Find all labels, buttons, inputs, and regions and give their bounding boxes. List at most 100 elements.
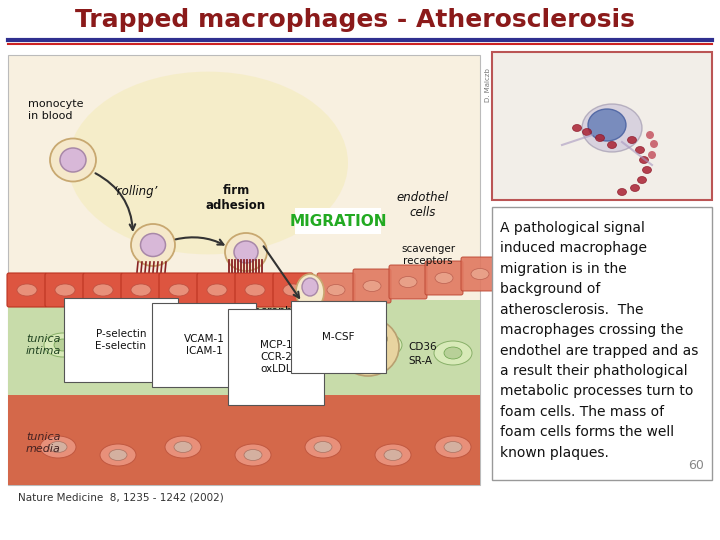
FancyBboxPatch shape [425,261,463,295]
FancyBboxPatch shape [45,273,85,307]
Ellipse shape [40,436,76,458]
Bar [492,207,712,480]
Ellipse shape [353,333,375,353]
Ellipse shape [639,157,649,164]
Circle shape [344,340,356,350]
Ellipse shape [399,276,417,287]
Ellipse shape [169,284,189,296]
Ellipse shape [471,268,489,280]
Text: SR-A: SR-A [408,356,432,366]
Text: P-selectin
E-selectin: P-selectin E-selectin [96,329,146,351]
Ellipse shape [294,347,312,359]
FancyBboxPatch shape [7,273,47,307]
Text: CD36: CD36 [408,342,436,352]
Circle shape [362,341,374,353]
Circle shape [354,343,366,354]
Ellipse shape [119,341,157,365]
Ellipse shape [140,233,166,256]
Ellipse shape [375,444,411,466]
Ellipse shape [165,436,201,458]
Ellipse shape [207,284,227,296]
FancyBboxPatch shape [389,265,427,299]
Ellipse shape [17,284,37,296]
Ellipse shape [174,442,192,453]
Text: known plaques.: known plaques. [500,446,609,460]
Ellipse shape [384,449,402,461]
Text: M-CSF: M-CSF [322,332,354,342]
Text: background of: background of [500,282,600,296]
Text: foam cells. The mass of: foam cells. The mass of [500,405,664,418]
Ellipse shape [572,125,582,132]
Ellipse shape [608,141,616,149]
Text: tunica
intima: tunica intima [26,334,61,356]
Text: macrophages crossing the: macrophages crossing the [500,323,683,337]
Bar [492,52,712,200]
FancyBboxPatch shape [273,273,313,307]
Ellipse shape [49,442,67,453]
FancyBboxPatch shape [83,273,123,307]
Text: a result their phathological: a result their phathological [500,364,688,378]
Text: monocyte
in blood: monocyte in blood [28,99,84,121]
Ellipse shape [60,148,86,172]
Ellipse shape [284,341,322,365]
Ellipse shape [444,347,462,359]
Text: metabolic processes turn to: metabolic processes turn to [500,384,693,399]
Text: 60: 60 [688,459,704,472]
Text: endothel are trapped and as: endothel are trapped and as [500,343,698,357]
Circle shape [356,332,367,342]
FancyBboxPatch shape [235,273,275,307]
FancyBboxPatch shape [121,273,161,307]
Ellipse shape [595,134,605,141]
Text: VCAM-1
ICAM-1: VCAM-1 ICAM-1 [184,334,225,356]
Text: MCP-1
CCR-2
oxLDL: MCP-1 CCR-2 oxLDL [260,340,292,374]
Text: atherosclerosis.  The: atherosclerosis. The [500,302,644,316]
Ellipse shape [93,284,113,296]
Ellipse shape [244,449,262,461]
Ellipse shape [234,241,258,263]
Ellipse shape [435,273,453,284]
Ellipse shape [50,138,96,181]
FancyBboxPatch shape [461,257,499,291]
Ellipse shape [199,333,237,357]
Ellipse shape [283,284,303,296]
Text: A pathological signal: A pathological signal [500,221,645,235]
Ellipse shape [55,284,75,296]
FancyBboxPatch shape [317,273,355,307]
Circle shape [648,151,656,159]
Ellipse shape [618,188,626,195]
Text: foam cells forms the well: foam cells forms the well [500,425,674,439]
Circle shape [377,334,387,345]
Ellipse shape [296,274,324,310]
Ellipse shape [68,72,348,254]
Text: migration is in the: migration is in the [500,262,626,276]
Ellipse shape [374,339,392,351]
Ellipse shape [364,333,402,357]
Ellipse shape [44,333,82,357]
FancyBboxPatch shape [295,208,381,234]
Text: induced macrophage: induced macrophage [500,241,647,255]
Ellipse shape [363,280,381,292]
Ellipse shape [327,285,345,295]
Bar [8,395,480,485]
Ellipse shape [302,278,318,296]
Ellipse shape [631,185,639,192]
Ellipse shape [628,137,636,144]
Ellipse shape [435,436,471,458]
Ellipse shape [109,449,127,461]
Text: firm
adhesion: firm adhesion [206,184,266,212]
Text: macrophage
differentiation: macrophage differentiation [238,306,318,328]
Ellipse shape [582,104,642,152]
Ellipse shape [636,146,644,153]
Bar [8,55,480,485]
Ellipse shape [434,341,472,365]
Ellipse shape [314,442,332,453]
Ellipse shape [305,436,341,458]
Ellipse shape [235,444,271,466]
Text: D. Malczb: D. Malczb [485,68,491,102]
Text: scavenger
receptors: scavenger receptors [401,244,455,266]
Text: MIGRATION: MIGRATION [289,214,387,230]
Circle shape [646,131,654,139]
Text: Nature Medicine  8, 1235 - 1242 (2002): Nature Medicine 8, 1235 - 1242 (2002) [18,492,224,502]
Ellipse shape [444,442,462,453]
FancyBboxPatch shape [197,273,237,307]
